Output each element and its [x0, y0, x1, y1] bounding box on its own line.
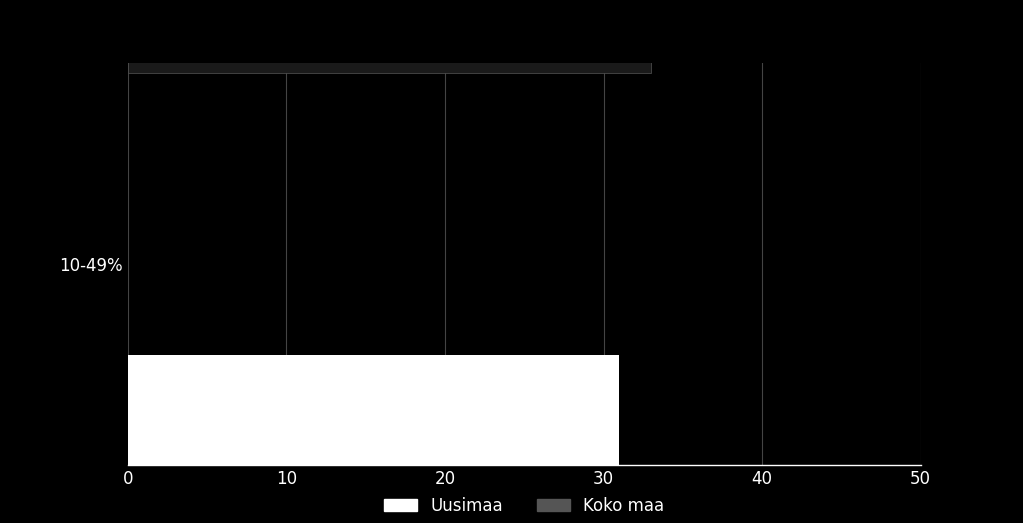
Bar — [128, 355, 620, 523]
Legend: Uusimaa, Koko maa: Uusimaa, Koko maa — [377, 490, 671, 521]
Bar — [128, 0, 810, 53]
Bar — [128, 0, 651, 73]
